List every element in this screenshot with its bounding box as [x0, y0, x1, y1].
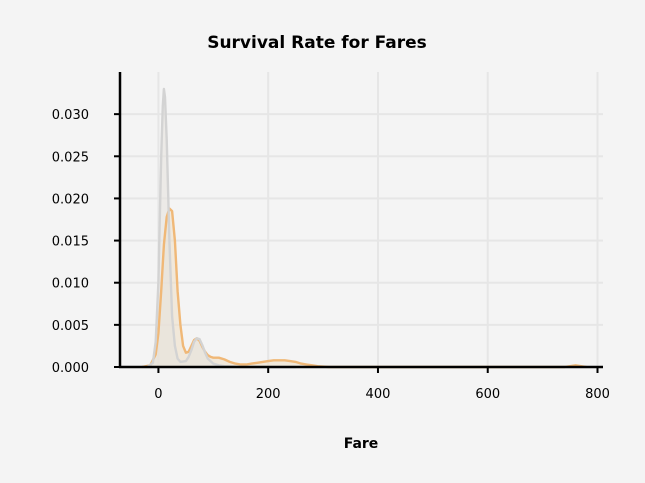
x-tick-label: 400	[366, 387, 391, 402]
y-tick-label: 0.005	[52, 319, 89, 334]
y-tick-label: 0.015	[52, 235, 89, 250]
y-tick-label: 0.000	[52, 361, 89, 376]
y-tick-label: 0.030	[52, 108, 89, 123]
chart-title: Survival Rate for Fares	[207, 33, 427, 53]
x-tick-label: 0	[154, 387, 162, 402]
x-tick-label: 600	[475, 387, 500, 402]
series-density-line	[141, 207, 587, 369]
x-tick-label: 200	[256, 387, 281, 402]
y-tick-label: 0.025	[52, 150, 89, 165]
axis-layer: 0 200 400 600 800 0.000 0.005 0.010 0.015 0.020 0.…	[52, 72, 610, 402]
series-area-fill	[147, 88, 296, 368]
x-axis-label: Fare	[344, 436, 379, 452]
grid-layer	[120, 72, 603, 368]
y-tick-label: 0.010	[52, 277, 89, 292]
series-layer	[141, 87, 587, 369]
y-tick-label: 0.020	[52, 192, 89, 207]
x-tick-label: 800	[585, 387, 610, 402]
series-density-line	[146, 87, 296, 369]
